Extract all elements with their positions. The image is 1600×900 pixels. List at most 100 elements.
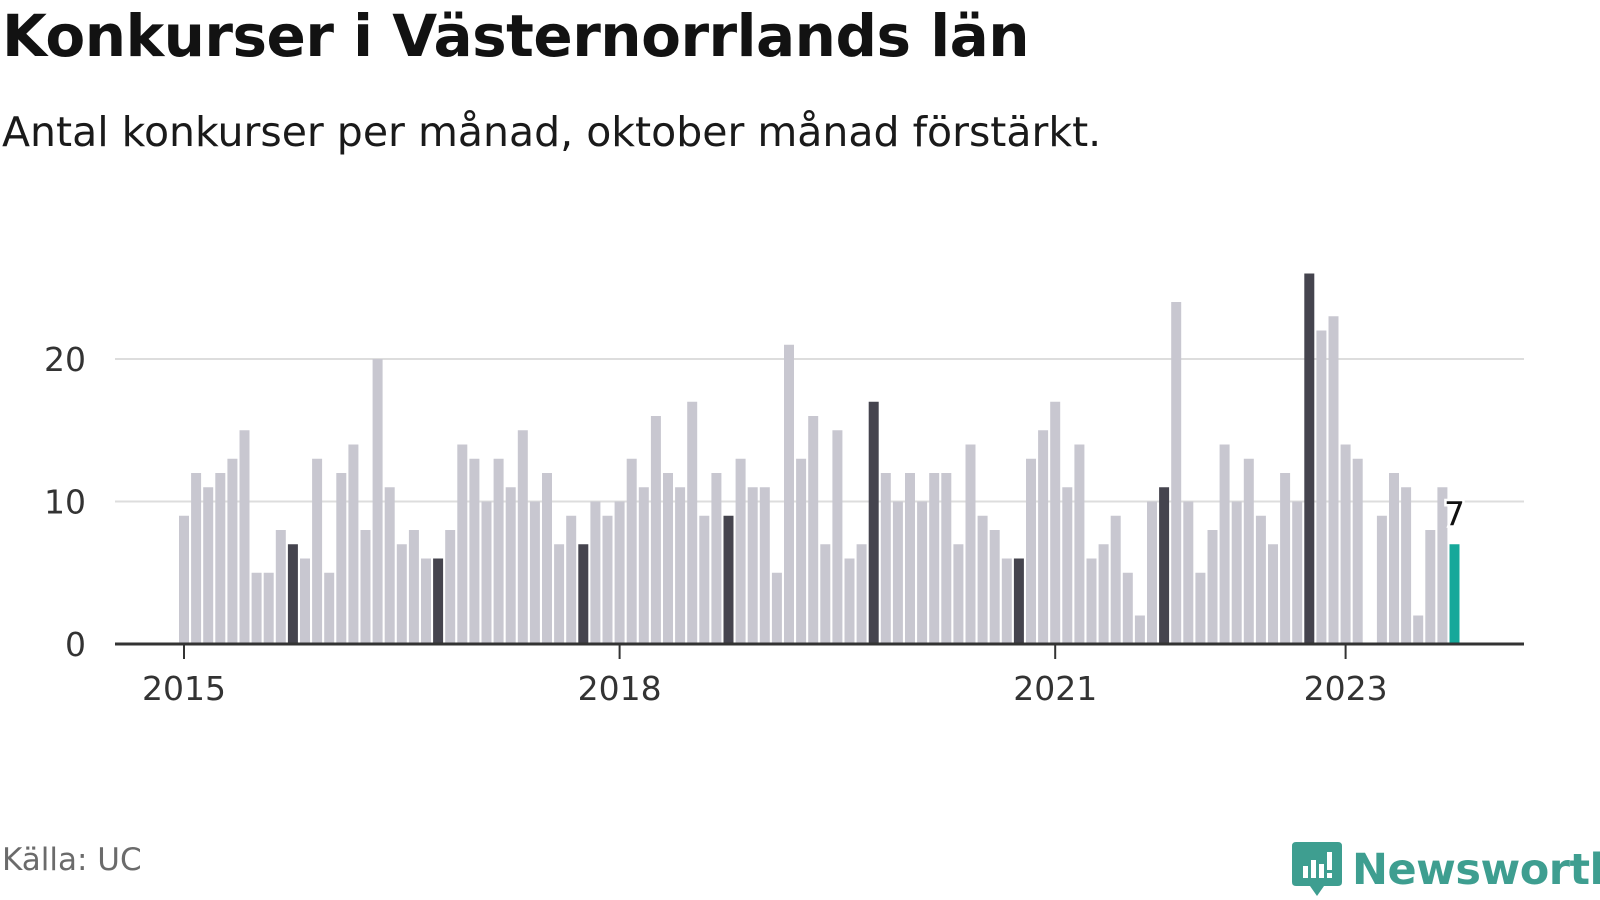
last-value-label: 7	[1444, 494, 1465, 533]
bar	[675, 487, 686, 644]
bar	[457, 444, 468, 644]
bar	[263, 572, 274, 644]
bar	[868, 401, 879, 644]
bar	[384, 487, 395, 644]
bar	[300, 558, 310, 644]
bar	[1110, 515, 1121, 644]
bar	[650, 416, 661, 644]
x-tick-label: 2015	[142, 669, 226, 708]
bar	[1316, 330, 1327, 644]
bar	[1243, 458, 1254, 644]
bar	[445, 530, 456, 644]
bar	[941, 473, 952, 644]
bar	[1280, 473, 1291, 644]
bar	[1352, 458, 1363, 644]
bar	[917, 501, 928, 644]
bar	[336, 473, 347, 644]
bar	[408, 530, 419, 644]
bar	[929, 473, 940, 644]
bar	[529, 501, 540, 644]
bar	[614, 501, 625, 644]
bar	[239, 430, 250, 644]
bar	[711, 473, 722, 644]
bar	[723, 515, 734, 644]
bar	[421, 558, 431, 644]
bar	[1292, 501, 1303, 644]
bar	[251, 572, 262, 644]
bar	[433, 558, 444, 644]
bar	[965, 444, 976, 644]
bar	[759, 487, 770, 644]
bar	[638, 487, 649, 644]
source-note: Källa: UC	[2, 842, 142, 878]
bar	[481, 501, 492, 644]
bar	[590, 501, 601, 644]
bar	[1001, 558, 1012, 644]
bar	[578, 544, 589, 644]
bar	[275, 530, 286, 644]
bar	[687, 401, 698, 644]
bar	[1425, 530, 1436, 644]
bar	[1304, 273, 1315, 644]
bar	[396, 544, 407, 644]
bar	[469, 458, 480, 644]
bar	[360, 530, 371, 644]
bar	[287, 544, 298, 644]
bar	[1328, 316, 1339, 644]
y-tick-label: 20	[44, 340, 86, 379]
bar	[602, 515, 613, 644]
bar	[227, 458, 238, 644]
bar	[784, 344, 794, 644]
bar	[735, 458, 746, 644]
x-tick-label: 2023	[1304, 669, 1388, 708]
bar	[1437, 487, 1448, 644]
brand-logo[interactable]: Newsworthy	[1292, 842, 1600, 898]
bar	[1195, 572, 1206, 644]
bar	[820, 544, 831, 644]
bar	[663, 473, 673, 644]
bar	[1171, 302, 1182, 644]
bar	[747, 487, 758, 644]
chart-subtitle: Antal konkurser per månad, oktober månad…	[2, 108, 1102, 156]
bar	[1122, 572, 1133, 644]
bar	[1413, 615, 1424, 644]
bar	[348, 444, 359, 644]
x-tick-label: 2021	[1013, 669, 1097, 708]
bar	[1159, 487, 1170, 644]
bar	[1340, 444, 1351, 644]
bar	[856, 544, 867, 644]
brand-name: Newsworthy	[1352, 845, 1600, 895]
bar	[953, 544, 964, 644]
bar	[1376, 515, 1387, 644]
bar	[1098, 544, 1109, 644]
bar	[1038, 430, 1049, 644]
y-tick-label: 10	[44, 483, 86, 522]
bar	[517, 430, 528, 644]
bar	[542, 473, 552, 644]
bar	[1074, 444, 1085, 644]
bar	[215, 473, 226, 644]
bar	[626, 458, 637, 644]
bar	[1086, 558, 1097, 644]
bar	[832, 430, 843, 644]
bar	[312, 458, 323, 644]
bar	[1268, 544, 1278, 644]
bar	[796, 458, 807, 644]
bar	[1449, 544, 1460, 644]
bar	[844, 558, 855, 644]
chart-title: Konkurser i Västernorrlands län	[2, 2, 1030, 70]
bar	[989, 530, 1000, 644]
bar	[1207, 530, 1218, 644]
bar	[1147, 501, 1157, 644]
bar	[1183, 501, 1194, 644]
bar	[699, 515, 710, 644]
newsworthy-logo-icon	[1292, 842, 1342, 896]
bar	[566, 515, 577, 644]
bar	[1134, 615, 1145, 644]
bar	[808, 416, 819, 644]
bar	[1062, 487, 1073, 644]
bar	[1389, 473, 1399, 644]
x-tick-label: 2018	[578, 669, 662, 708]
bar	[372, 359, 383, 644]
bar-chart: 0 10 20 2015 2018 2021 2023 7	[44, 273, 1524, 708]
